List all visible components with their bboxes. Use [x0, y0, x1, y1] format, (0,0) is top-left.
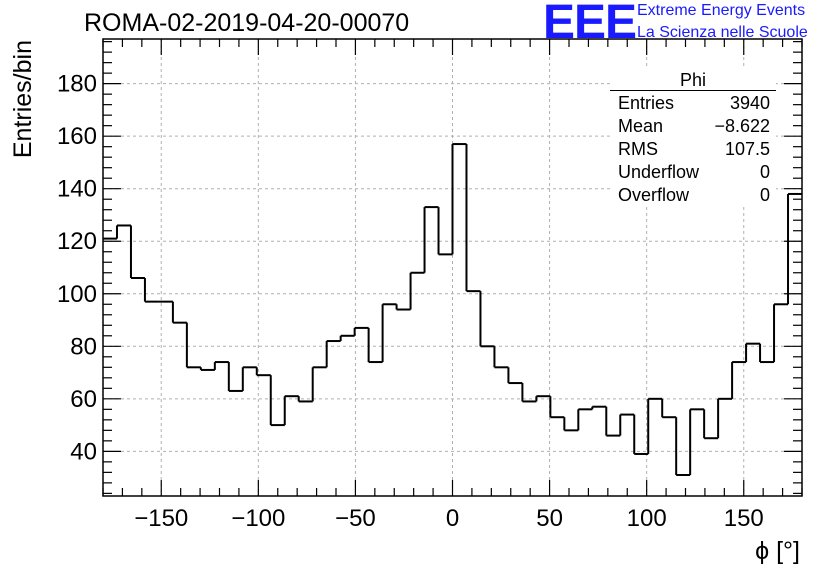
- stats-title: Phi: [679, 70, 706, 90]
- x-axis-label: ϕ [°]: [755, 537, 800, 565]
- stats-row-rms: RMS 107.5: [618, 139, 770, 162]
- stats-value: 3940: [729, 93, 770, 113]
- stats-label: Mean: [618, 116, 664, 136]
- x-tick-label: −50: [335, 505, 376, 532]
- y-tick-label: 40: [70, 438, 97, 465]
- logo-caption-line1: Extreme Energy Events: [637, 2, 806, 19]
- stats-row-mean: Mean −8.622: [618, 116, 770, 139]
- y-tick-label: 100: [57, 281, 97, 308]
- stats-row-overflow: Overflow 0: [618, 185, 770, 208]
- stats-value: 107.5: [724, 139, 770, 159]
- histogram-bins: [103, 143, 802, 476]
- y-tick-label: 80: [70, 333, 97, 360]
- x-tick-label: 100: [627, 505, 667, 532]
- stats-value: −8.622: [714, 116, 770, 136]
- stats-value: 0: [759, 162, 770, 182]
- logo-caption-line2: La Scienza nelle Scuole: [637, 24, 808, 41]
- stats-label: Overflow: [618, 185, 690, 205]
- stats-value: 0: [759, 185, 770, 205]
- stats-row-entries: Entries 3940: [618, 93, 770, 116]
- y-tick-label: 160: [57, 123, 97, 150]
- run-title: ROMA-02-2019-04-20-00070: [84, 9, 410, 37]
- x-tick-label: −150: [134, 505, 188, 532]
- stats-row-underflow: Underflow 0: [618, 162, 770, 185]
- x-tick-label: 50: [536, 505, 563, 532]
- stats-divider: [610, 90, 776, 91]
- y-tick-label: 60: [70, 386, 97, 413]
- stats-label: RMS: [618, 139, 658, 159]
- stats-label: Entries: [618, 93, 675, 113]
- y-axis-label: Entries/bin: [9, 40, 37, 158]
- y-tick-label: 120: [57, 228, 97, 255]
- x-tick-label: −100: [231, 505, 285, 532]
- axes: −150 −100 −50 0 50 100 150 40 60 80 100 120 140 160 18…: [57, 38, 803, 532]
- stats-box: Phi Entries 3940 Mean −8.622 RMS 107.5 U…: [610, 66, 776, 206]
- x-tick-label: 0: [446, 505, 459, 532]
- y-tick-label: 140: [57, 176, 97, 203]
- stats-label: Underflow: [618, 162, 700, 182]
- y-tick-label: 180: [57, 71, 97, 98]
- x-tick-label: 150: [724, 505, 764, 532]
- eee-logo: EEE: [543, 0, 637, 49]
